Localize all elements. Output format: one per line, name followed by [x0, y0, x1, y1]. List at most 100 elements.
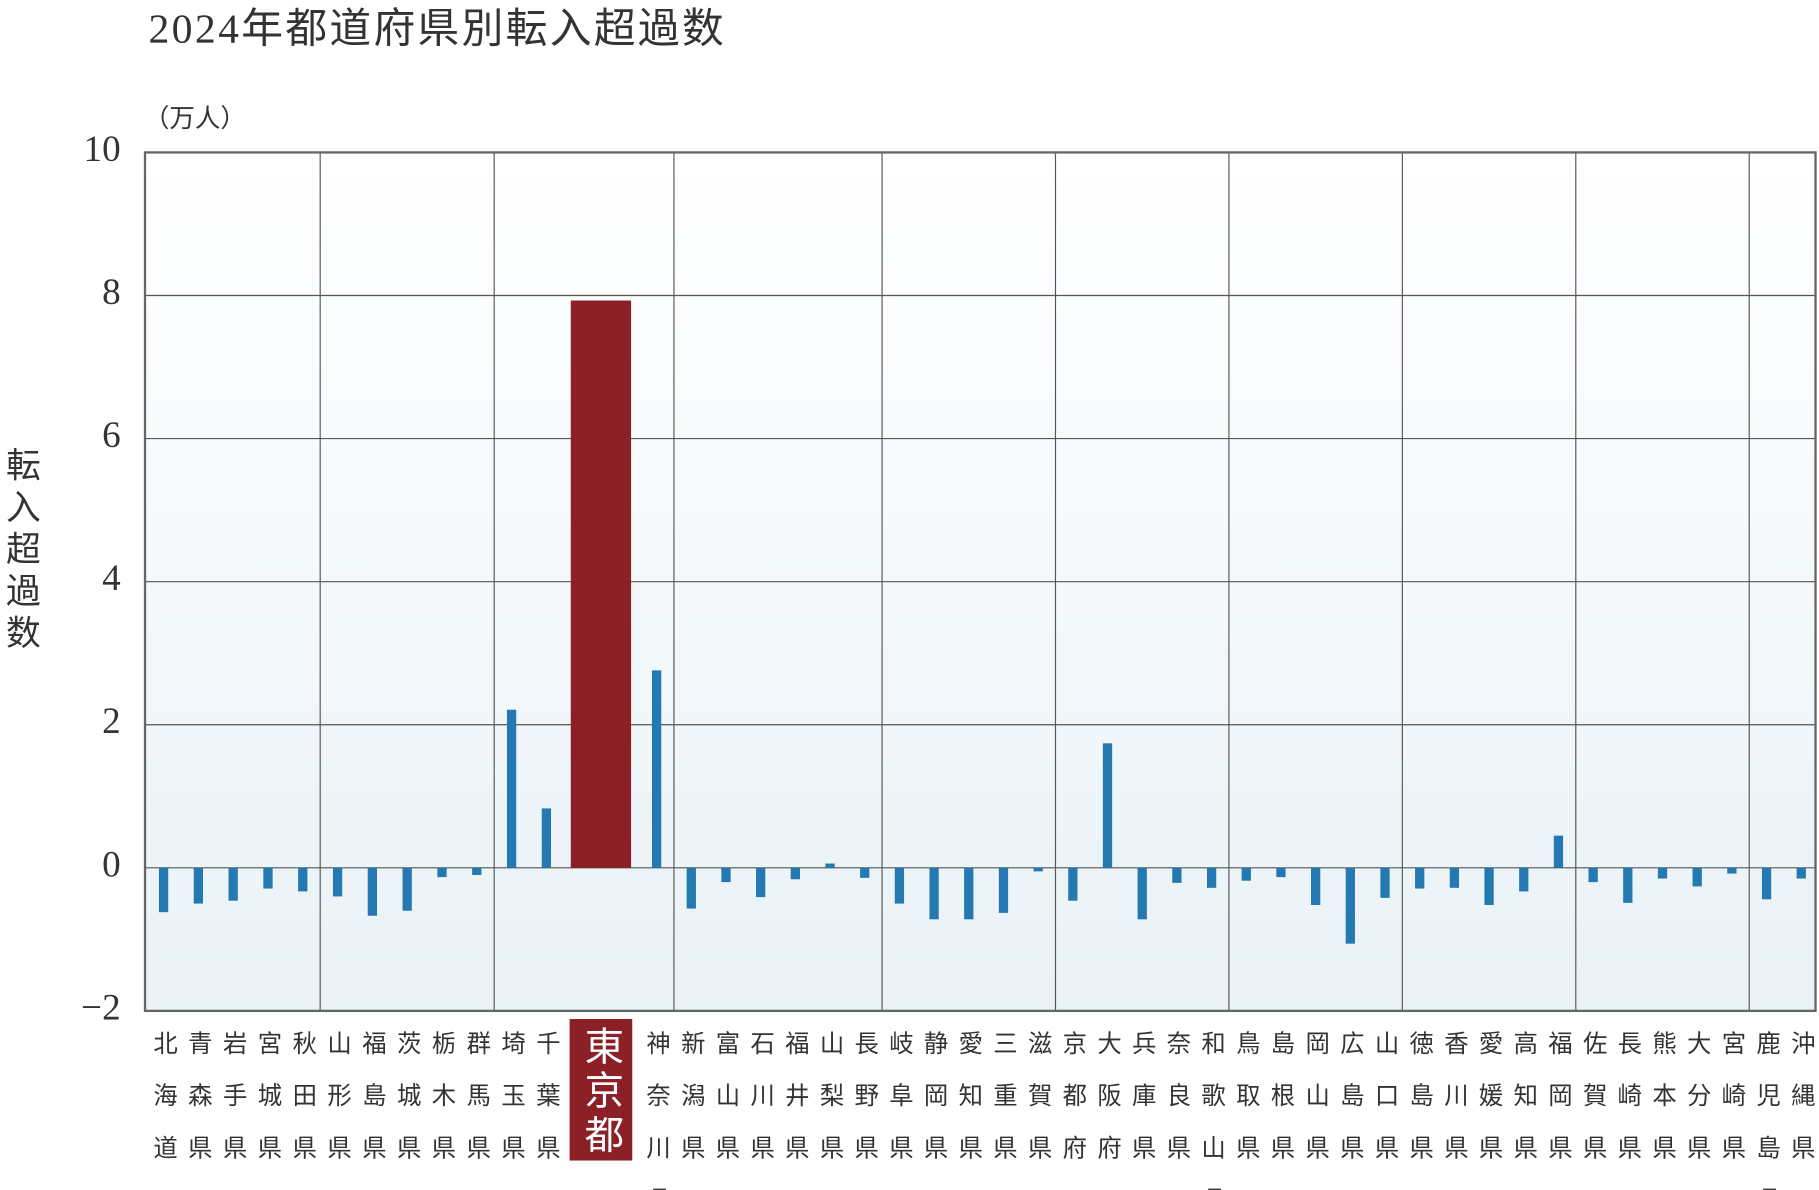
x-tick-label: 徳島県	[1406, 1031, 1433, 1188]
x-tick-label: 静岡県	[921, 1031, 948, 1188]
y-tick-label: −2	[81, 987, 120, 1028]
bar	[1102, 743, 1113, 868]
y-tick-label: 2	[102, 701, 121, 742]
bar	[721, 867, 731, 883]
bar	[228, 867, 238, 901]
x-tick-label: 埼玉県	[498, 1031, 525, 1188]
bar	[929, 867, 939, 920]
x-tick-label: 熊本県	[1649, 1031, 1676, 1188]
x-tick-label: 愛知県	[955, 1031, 982, 1188]
x-tick-label: 岡山県	[1302, 1031, 1329, 1188]
bar	[570, 300, 632, 868]
bar	[1311, 867, 1321, 906]
x-tick-label: 大阪府	[1094, 1031, 1121, 1188]
x-tick-label: 和歌山県	[1198, 1031, 1225, 1190]
x-tick-label: 新潟県	[678, 1031, 705, 1188]
y-tick-label: 4	[102, 558, 121, 599]
x-tick-label: 北海道	[150, 1031, 177, 1188]
y-tick-label: 8	[102, 272, 121, 313]
x-tick-label: 群馬県	[463, 1031, 490, 1188]
bar	[1033, 867, 1043, 872]
x-tick-label: 山梨県	[817, 1031, 844, 1188]
bar	[1657, 867, 1668, 879]
bar	[1345, 867, 1355, 944]
x-tick-label: 茨城県	[394, 1031, 421, 1188]
x-tick-label: 青森県	[185, 1031, 212, 1188]
x-tick-label: 岐阜県	[886, 1031, 913, 1188]
x-tick-label: 広島県	[1337, 1031, 1364, 1188]
bar	[158, 867, 169, 913]
bar	[1484, 867, 1494, 906]
x-tick-label: 福井県	[782, 1031, 809, 1188]
bar	[1241, 867, 1251, 881]
bar	[1206, 867, 1217, 888]
x-tick-label: 沖縄県	[1788, 1031, 1815, 1188]
chart-title: 2024年都道府県別転入超過数	[148, 6, 726, 53]
bar	[541, 808, 552, 868]
x-tick-label: 山形県	[324, 1031, 351, 1188]
bar	[860, 867, 870, 878]
bar	[1415, 867, 1425, 889]
bar	[790, 867, 800, 880]
y-tick-label: 10	[84, 129, 121, 170]
bar	[651, 670, 662, 868]
bar	[298, 867, 308, 892]
highlight-label-bg	[569, 1019, 633, 1161]
bar	[686, 867, 696, 909]
x-tick-label: 栃木県	[428, 1031, 455, 1188]
bar	[1137, 867, 1147, 920]
x-tick-label: 富山県	[712, 1031, 739, 1188]
x-tick-label: 鹿児島県	[1753, 1031, 1780, 1190]
bar	[1727, 867, 1737, 874]
x-tick-label: 高知県	[1510, 1031, 1537, 1188]
x-tick-label: 奈良県	[1163, 1031, 1190, 1188]
bar	[193, 867, 204, 904]
x-tick-label: 宮崎県	[1718, 1031, 1745, 1188]
x-tick-label: 愛媛県	[1476, 1031, 1503, 1188]
bar	[825, 863, 835, 868]
plot-border	[143, 151, 1817, 1013]
bar	[1068, 867, 1078, 901]
bar	[964, 867, 974, 920]
bar	[437, 867, 447, 878]
x-tick-label: 三重県	[990, 1031, 1017, 1188]
bar	[472, 867, 482, 875]
x-tick-label: 石川県	[747, 1031, 774, 1188]
bar	[367, 867, 378, 916]
x-tick-label: 東京都	[579, 1026, 624, 1158]
bar	[1761, 867, 1772, 900]
x-tick-label: 福岡県	[1545, 1031, 1572, 1188]
bar	[332, 867, 343, 897]
x-tick-label: 大分県	[1684, 1031, 1711, 1188]
x-tick-label: 兵庫県	[1129, 1031, 1156, 1188]
x-tick-label: 長野県	[851, 1031, 878, 1188]
x-tick-label: 長崎県	[1614, 1031, 1641, 1188]
x-tick-label: 神奈川県	[643, 1031, 670, 1190]
bar	[1553, 835, 1564, 868]
bar	[1588, 867, 1598, 883]
x-tick-label: 島根県	[1267, 1031, 1294, 1188]
unit-label: （万人）	[144, 104, 246, 133]
bar	[756, 867, 766, 898]
bar	[402, 867, 412, 911]
x-tick-label: 鳥取県	[1233, 1031, 1260, 1188]
x-tick-label: 千葉県	[533, 1031, 560, 1188]
bar	[998, 867, 1009, 913]
x-tick-label: 香川県	[1441, 1031, 1468, 1188]
x-tick-label: 佐賀県	[1580, 1031, 1607, 1188]
bar	[1796, 867, 1806, 879]
x-tick-label: 秋田県	[289, 1031, 316, 1188]
bar	[263, 867, 273, 889]
bar	[1276, 867, 1286, 878]
bar	[1692, 867, 1702, 887]
x-tick-label: 岩手県	[220, 1031, 247, 1188]
bar	[1623, 867, 1633, 903]
x-tick-label: 福島県	[359, 1031, 386, 1188]
x-tick-label: 京都府	[1059, 1031, 1086, 1188]
bar	[1519, 867, 1529, 892]
bar	[1449, 867, 1460, 888]
x-tick-label: 山口県	[1372, 1031, 1399, 1188]
bar	[1172, 867, 1182, 883]
bar	[506, 709, 517, 868]
